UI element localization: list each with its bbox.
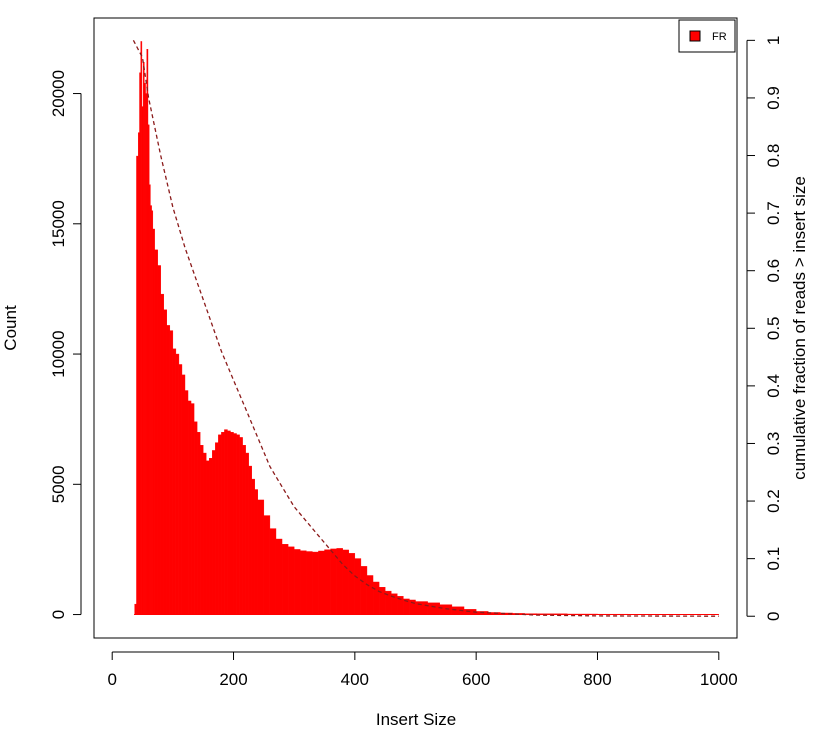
histogram-bar xyxy=(169,330,174,615)
histogram-bar xyxy=(187,400,192,615)
histogram-bar xyxy=(324,549,331,615)
right-y-tick-label: 0 xyxy=(764,611,783,620)
histogram-bar xyxy=(248,465,252,615)
y-tick-label: 20000 xyxy=(49,70,68,117)
x-axis: 0 200 400 600 800 1000 xyxy=(107,651,738,689)
histogram-bar xyxy=(348,553,356,615)
histogram-bar xyxy=(300,550,307,615)
y-tick-label: 0 xyxy=(49,610,68,619)
histogram-bar xyxy=(257,499,265,615)
histogram-bar xyxy=(160,293,164,615)
histogram-bar xyxy=(218,434,222,615)
histogram-bar xyxy=(166,325,171,615)
y-tick-label: 15000 xyxy=(49,200,68,247)
histogram-bar xyxy=(178,364,183,615)
histogram-bar xyxy=(372,581,380,615)
right-y-tick-label: 0.3 xyxy=(764,432,783,456)
histogram-bar xyxy=(415,601,428,615)
histogram-bar xyxy=(342,549,349,615)
histogram-bar xyxy=(184,390,189,615)
histogram-bar xyxy=(163,309,167,615)
y-tick-label: 5000 xyxy=(49,465,68,503)
histogram-bar xyxy=(427,602,440,615)
x-tick-label: 600 xyxy=(462,670,490,689)
right-y-tick-label: 0.6 xyxy=(764,259,783,283)
histogram-bar xyxy=(330,548,337,615)
x-tick-label: 800 xyxy=(583,670,611,689)
right-y-tick-label: 0.7 xyxy=(764,201,783,225)
histogram-bar xyxy=(318,550,325,615)
x-tick-label: 0 xyxy=(107,670,116,689)
histogram-bar xyxy=(206,460,210,615)
histogram-bar xyxy=(366,575,374,615)
histogram-bar xyxy=(224,429,228,615)
histogram-bar xyxy=(293,549,301,615)
histogram-bar xyxy=(275,538,283,615)
histogram-bar xyxy=(157,265,161,615)
plot-frame xyxy=(93,17,738,639)
right-y-tick-label: 0.8 xyxy=(764,144,783,168)
histogram-bar xyxy=(254,489,258,615)
histogram-bar xyxy=(354,558,362,615)
histogram-bar xyxy=(230,432,234,615)
histogram-bar xyxy=(312,551,319,615)
x-tick-label: 400 xyxy=(341,670,369,689)
histogram-bar xyxy=(212,450,216,615)
right-y-axis-title: cumulative fraction of reads > insert si… xyxy=(790,176,809,480)
histogram-bar xyxy=(245,452,249,615)
histogram-bar xyxy=(196,432,201,615)
y-axis-title: Count xyxy=(1,305,20,351)
histogram-bar xyxy=(172,348,177,615)
histogram-bar xyxy=(136,155,139,615)
y-axis: 0 5000 10000 15000 20000 xyxy=(49,70,82,619)
histogram-bar xyxy=(181,374,186,615)
legend-swatch-fr xyxy=(689,30,701,42)
cumulative-fraction-line xyxy=(132,39,719,617)
histogram-bar xyxy=(360,566,368,615)
right-y-tick-label: 0.1 xyxy=(764,547,783,571)
legend-label-fr: FR xyxy=(712,31,727,43)
histogram-bar xyxy=(134,603,137,615)
histogram-bar xyxy=(199,445,204,615)
y-tick-label: 10000 xyxy=(49,330,68,377)
histogram-bar xyxy=(251,478,255,615)
legend: FR xyxy=(678,19,736,53)
histogram-bar xyxy=(233,433,237,615)
histogram-bar xyxy=(152,228,155,615)
histogram-bar xyxy=(175,353,180,615)
legend-box xyxy=(678,19,736,53)
histogram-bar xyxy=(202,452,207,615)
histogram-bar xyxy=(154,249,158,615)
histogram-bar xyxy=(242,445,246,615)
right-y-axis: 0 0.1 0.2 0.3 0.4 0.5 0.6 0.7 0.8 0.9 1 xyxy=(746,36,783,621)
histogram-bar xyxy=(306,551,313,615)
x-axis-title: Insert Size xyxy=(376,710,456,729)
histogram-bar xyxy=(281,544,289,615)
histogram-bar xyxy=(236,434,240,615)
right-y-tick-label: 0.4 xyxy=(764,374,783,398)
right-y-tick-label: 0.9 xyxy=(764,86,783,110)
histogram-bar xyxy=(209,458,213,615)
histogram-bar xyxy=(239,437,243,615)
histogram-bar xyxy=(227,430,231,615)
histogram-bar xyxy=(287,546,295,615)
right-y-tick-label: 0.5 xyxy=(764,316,783,340)
x-tick-label: 1000 xyxy=(700,670,738,689)
right-y-tick-label: 0.2 xyxy=(764,489,783,513)
histogram-bar xyxy=(190,403,195,615)
cumulative-line-layer xyxy=(132,39,719,617)
histogram-bar xyxy=(215,442,219,615)
right-y-tick-label: 1 xyxy=(764,36,783,45)
histogram-layer xyxy=(134,41,720,616)
histogram-bar xyxy=(439,604,453,615)
histogram-bar xyxy=(269,528,277,615)
x-tick-label: 200 xyxy=(219,670,247,689)
histogram-bar xyxy=(221,432,225,615)
histogram-bar xyxy=(193,421,198,615)
histogram-bar xyxy=(263,515,271,615)
